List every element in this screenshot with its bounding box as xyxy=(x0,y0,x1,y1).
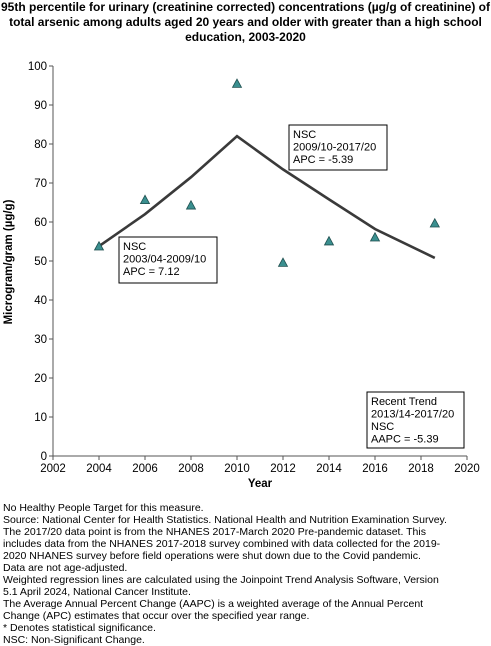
y-tick-label: 0 xyxy=(41,451,47,463)
x-tick-label: 2010 xyxy=(224,463,250,475)
chart-title-line: 95th percentile for urinary (creatinine … xyxy=(0,0,490,14)
chart-title: 95th percentile for urinary (creatinine … xyxy=(0,0,491,45)
x-tick-label: 2008 xyxy=(178,463,204,475)
annotation-frame xyxy=(366,391,465,449)
annotation-text: 2003/04-2009/10 xyxy=(123,254,206,266)
footnote-line: * Denotes statistical significance. xyxy=(3,622,156,634)
y-tick-label: 20 xyxy=(34,373,47,385)
annotation-frame xyxy=(288,124,388,171)
footnote-line: Data are not age-adjusted. xyxy=(3,562,128,574)
data-point-marker xyxy=(323,235,335,246)
footnote-line: NSC: Non-Significant Change. xyxy=(3,634,145,646)
data-points xyxy=(93,78,440,267)
annotation-text: AAPC = -5.39 xyxy=(371,434,439,446)
annotation-text: APC = 7.12 xyxy=(123,266,180,278)
data-point-marker xyxy=(369,231,381,242)
data-point-marker xyxy=(93,240,105,251)
x-tick-label: 2006 xyxy=(132,463,158,475)
footnote-line: Source: National Center for Health Stati… xyxy=(3,514,447,526)
footnotes: No Healthy People Target for this measur… xyxy=(3,502,489,646)
trend-lines xyxy=(98,134,436,260)
x-tick-label: 2014 xyxy=(316,463,342,475)
y-tick-label: 80 xyxy=(34,139,47,151)
annotation-text: APC = -5.39 xyxy=(293,154,353,166)
x-tick-label: 2002 xyxy=(40,463,66,475)
y-axis-label: Microgram/gram (µg/g) xyxy=(3,199,15,324)
x-tick-label: 2012 xyxy=(270,463,296,475)
trend-line xyxy=(98,134,436,260)
chart-title-line: education, 2003-2020 xyxy=(185,30,306,44)
data-point-marker xyxy=(185,199,197,210)
annotation-text: NSC xyxy=(293,129,316,141)
annotation-text: 2009/10-2017/20 xyxy=(293,142,376,154)
footnote-line: Weighted regression lines are calculated… xyxy=(3,574,439,586)
x-tick-label: 2016 xyxy=(362,463,388,475)
y-tick-label: 40 xyxy=(34,295,47,307)
footnote-line: Change (APC) estimates that occur over t… xyxy=(3,610,310,622)
chart: 0 10 20 30 40 50 60 70 80 90 100 2002 2004 2006 2008 20… xyxy=(3,61,480,490)
footnote-line: 2020 NHANES survey before field operatio… xyxy=(3,550,421,562)
footnote-line: The Average Annual Percent Change (AAPC)… xyxy=(3,598,424,610)
chart-title-line: total arsenic among adults aged 20 years… xyxy=(9,15,482,29)
x-axis-label: Year xyxy=(248,478,273,490)
data-point-marker xyxy=(277,257,289,267)
annotation-text: NSC xyxy=(371,421,394,433)
annotation-text: Recent Trend xyxy=(371,396,437,408)
chart-axes: 0 10 20 30 40 50 60 70 80 90 100 2002 2004 2006 2008 20… xyxy=(28,61,480,475)
x-tick-label: 2004 xyxy=(86,463,112,475)
data-point-marker xyxy=(231,78,243,88)
y-tick-label: 50 xyxy=(34,256,47,268)
y-tick-label: 70 xyxy=(34,178,47,190)
x-tick-label: 2018 xyxy=(408,463,434,475)
y-tick-label: 10 xyxy=(34,412,47,424)
x-tick-label: 2020 xyxy=(454,463,480,475)
footnote-line: 5.1 April 2024, National Cancer Institut… xyxy=(3,586,191,598)
data-point-marker xyxy=(139,194,151,204)
annotation-frame xyxy=(118,236,218,284)
y-tick-label: 100 xyxy=(28,61,47,73)
y-tick-label: 90 xyxy=(34,100,47,112)
y-tick-label: 60 xyxy=(34,217,47,229)
annotation-text: 2013/14-2017/20 xyxy=(371,409,454,421)
y-tick-label: 30 xyxy=(34,334,47,346)
footnote-line: The 2017/20 data point is from the NHANE… xyxy=(3,526,426,538)
annotation-text: NSC xyxy=(123,241,146,253)
footnote-line: No Healthy People Target for this measur… xyxy=(3,502,204,514)
data-point-marker xyxy=(429,217,440,228)
footnote-line: includes data from the NHANES 2017-2018 … xyxy=(3,538,441,550)
